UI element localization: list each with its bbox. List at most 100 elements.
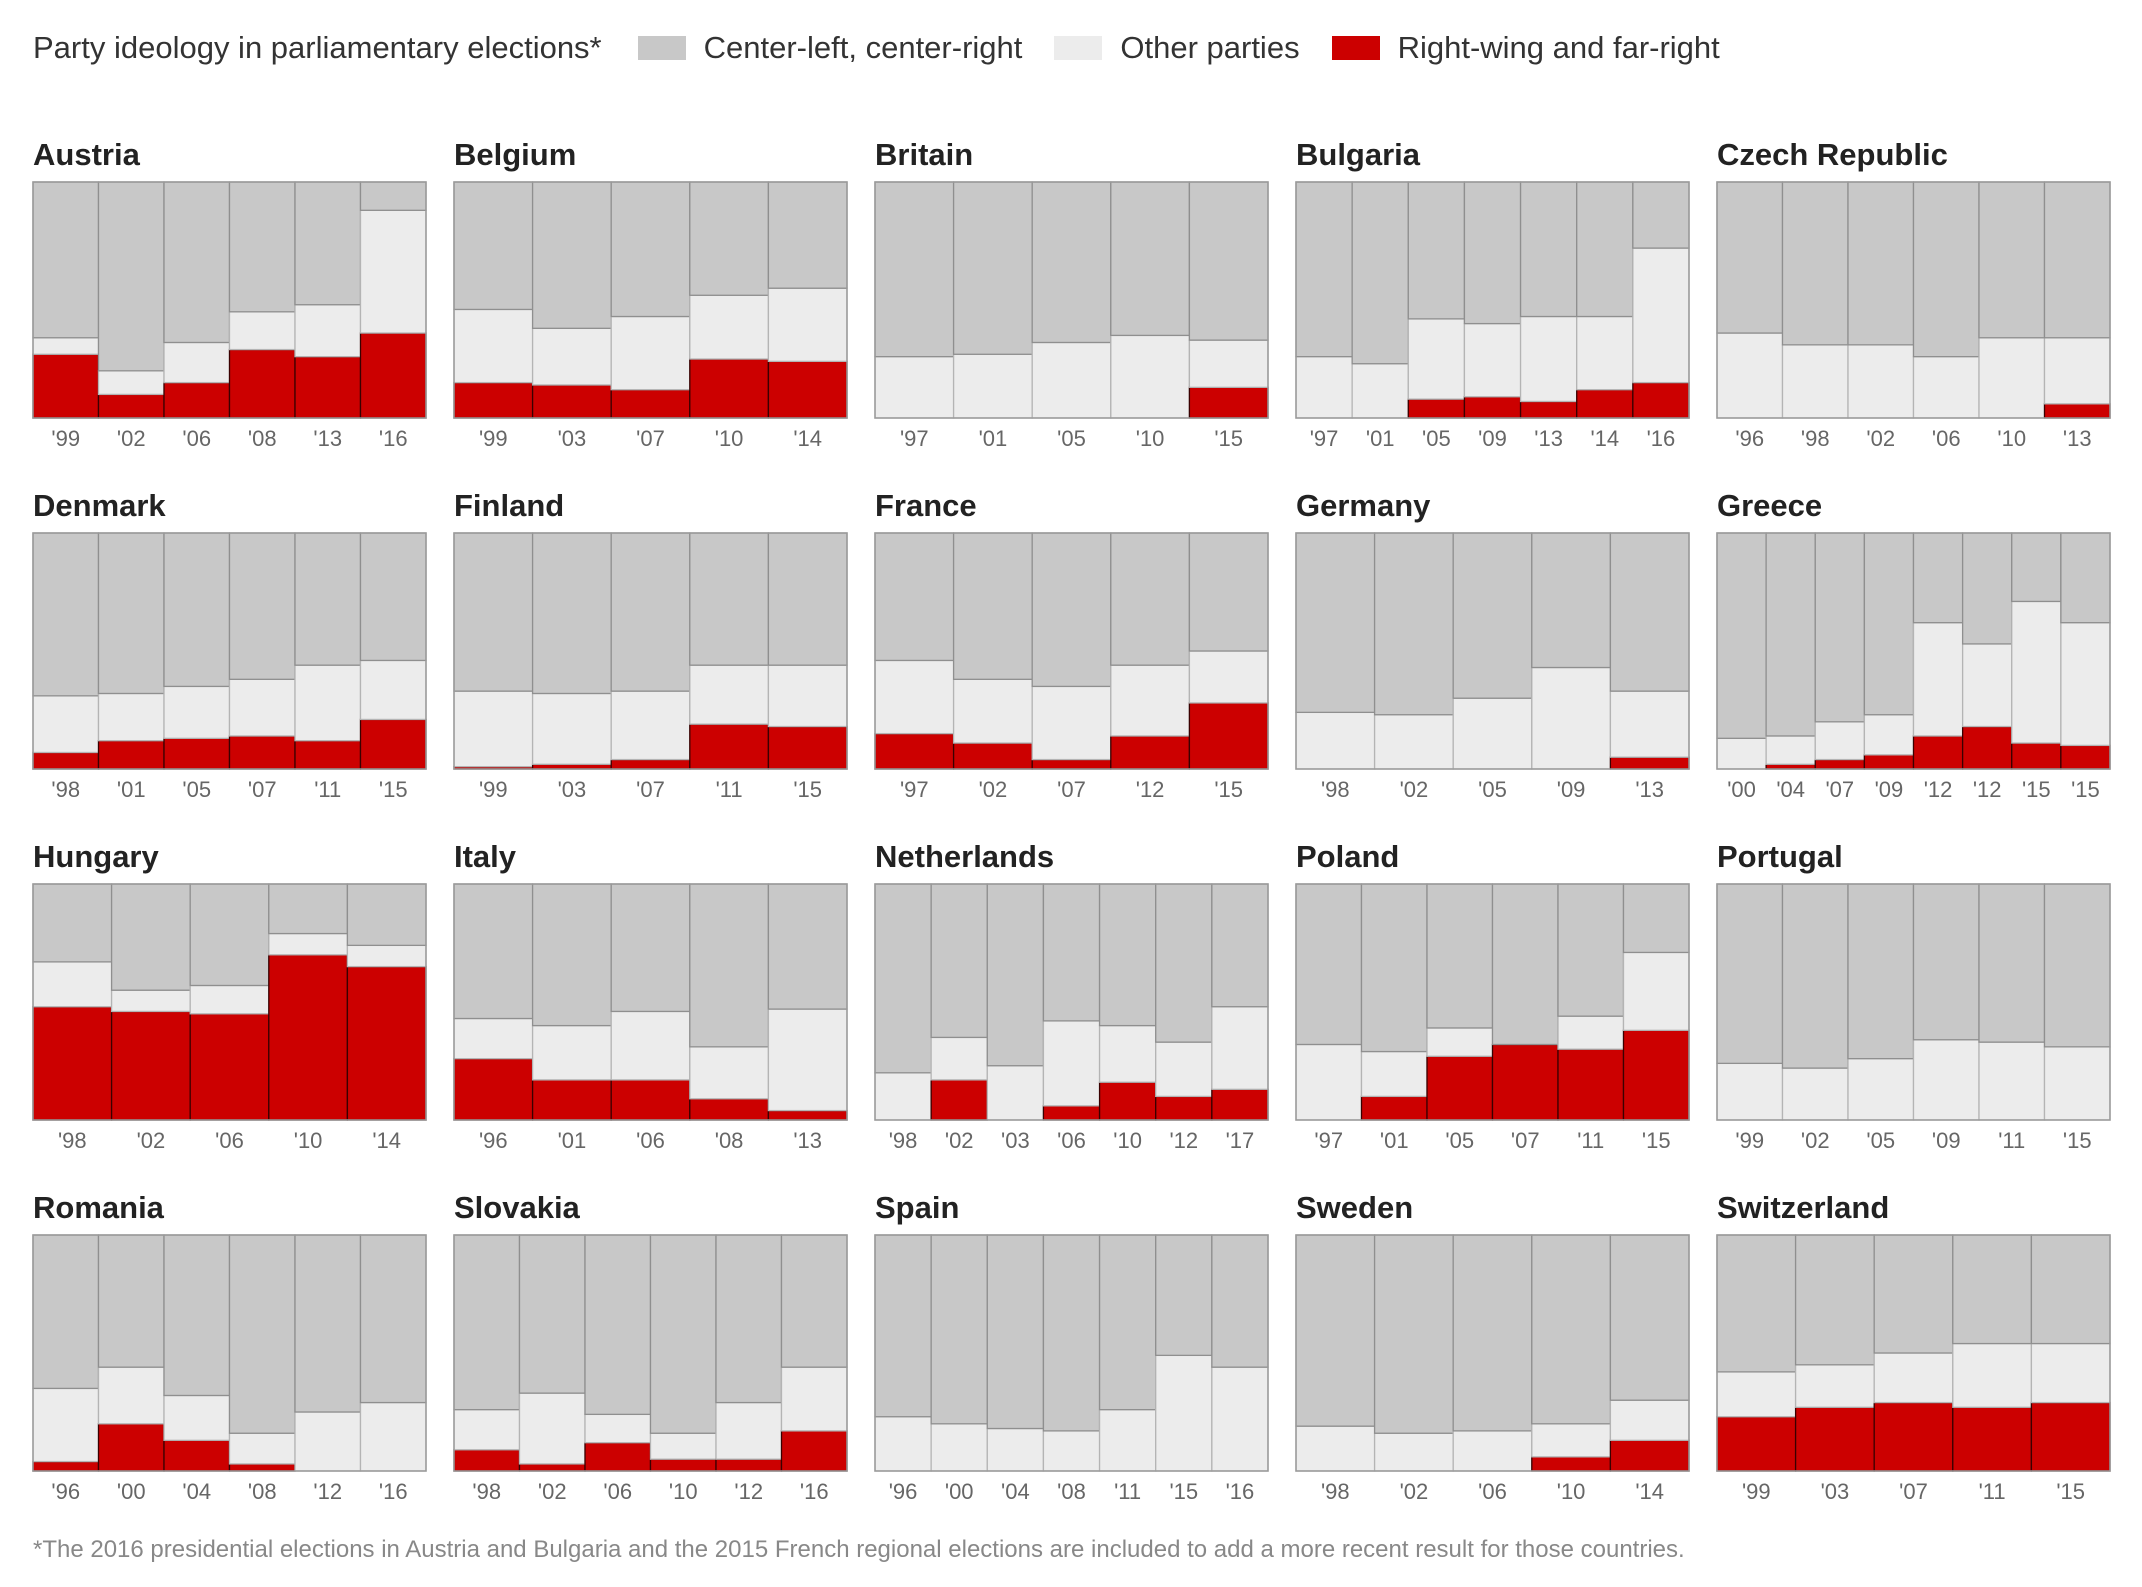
legend-item-other: Other parties (1054, 30, 1300, 66)
chart-frame (1716, 883, 2111, 1121)
country-chart: '97 '01 '05 '07 '11 '15 (1295, 883, 1690, 1153)
bar-segment-other (1452, 697, 1533, 770)
year-tick-label: '15 (2071, 777, 2100, 802)
chart-frame (32, 1234, 427, 1472)
bar-segment-center (986, 883, 1045, 1067)
bar-segment-center (1452, 1234, 1533, 1432)
bar-segment-right (346, 965, 427, 1121)
country-title: Poland (1296, 839, 1400, 874)
bar-segment-right (1110, 735, 1191, 770)
bar-segment-center (32, 883, 113, 963)
country-title: Spain (875, 1190, 960, 1225)
bar-segment-right (2060, 744, 2111, 770)
bar-segment-other (874, 659, 955, 735)
bar-segment-other (1632, 247, 1690, 384)
bar-segment-other (986, 1427, 1045, 1472)
year-tick-label: '11 (1114, 1479, 1141, 1504)
bar-segment-other (1847, 344, 1915, 419)
bar-segment-other (163, 341, 231, 384)
bar-segment-right (1407, 398, 1466, 419)
bar-segment-center (453, 532, 534, 692)
year-tick-label: '96 (479, 1128, 508, 1153)
bar-segment-right (32, 751, 100, 770)
bar-segment-other (228, 678, 296, 737)
bar-segment-other (1452, 1430, 1533, 1472)
bar-segment-other (767, 287, 848, 363)
country-title: Czech Republic (1717, 137, 1948, 172)
year-tick-label: '09 (1557, 777, 1586, 802)
country-panel: Switzerland '99 '03 '07 '11 '15 (1716, 1190, 2111, 1516)
bar-segment-other (689, 294, 770, 360)
bar-segment-other (1557, 1015, 1625, 1050)
bar-segment-other (767, 1008, 848, 1112)
bar-segment-other (584, 1413, 652, 1444)
bar-segment-other (453, 1017, 534, 1060)
year-tick-label: '03 (558, 426, 587, 451)
bar-segment-other (1863, 714, 1915, 756)
bar-segment-right (2043, 403, 2111, 419)
bar-segment-other (1295, 1425, 1376, 1472)
country-chart: '97 '02 '07 '12 '15 (874, 532, 1269, 802)
bar-segment-other (952, 678, 1033, 744)
bar-segment-center (294, 1234, 362, 1413)
country-title: Belgium (454, 137, 577, 172)
bar-segment-center (531, 883, 612, 1027)
chart-frame (32, 181, 427, 419)
bar-segment-other (1110, 664, 1191, 737)
bar-segment-right (1794, 1406, 1875, 1472)
bar-segment-other (689, 664, 770, 725)
bar-segment-other (1609, 1399, 1690, 1441)
bar-segment-other (2011, 600, 2062, 744)
year-tick-label: '02 (117, 426, 146, 451)
bar-segment-right (1211, 1088, 1269, 1121)
bar-segment-right (163, 1439, 231, 1472)
country-title: Bulgaria (1296, 137, 1421, 172)
bar-segment-center (1952, 1234, 2033, 1345)
country-panel: Belgium '99 '03 '07 '10 '14 (453, 137, 848, 463)
bar-segment-right (1188, 386, 1269, 419)
bar-segment-right (518, 1463, 586, 1472)
bar-segment-right (1863, 754, 1915, 770)
bar-segment-center (1609, 532, 1690, 692)
bar-segment-center (359, 1234, 427, 1404)
bar-segment-other (649, 1432, 717, 1460)
bar-segment-center (1373, 532, 1454, 716)
bar-segment-other (32, 337, 100, 355)
year-tick-label: '07 (1825, 777, 1854, 802)
bar-segment-other (1188, 650, 1269, 704)
bar-segment-center (610, 181, 691, 318)
bar-segment-right (453, 381, 534, 419)
bar-segment-other (1098, 1024, 1157, 1083)
bar-segment-other (531, 1024, 612, 1081)
country-panel: Austria '99 '02 '06 '08 '13 '16 (32, 137, 427, 463)
year-tick-label: '16 (1647, 426, 1676, 451)
year-tick-label: '11 (1979, 1479, 2006, 1504)
chart-frame (1295, 1234, 1690, 1472)
year-tick-label: '12 (734, 1479, 763, 1504)
footnote: *The 2016 presidential elections in Aust… (33, 1536, 1685, 1563)
bar-segment-other (1952, 1342, 2033, 1408)
bar-segment-other (610, 1010, 691, 1081)
bar-segment-right (1426, 1055, 1494, 1121)
chart-frame (453, 181, 848, 419)
bar-segment-other (1781, 344, 1849, 419)
bar-segment-center (1609, 1234, 1690, 1401)
year-tick-label: '99 (1742, 1479, 1771, 1504)
bar-segment-other (228, 1432, 296, 1465)
country-chart: '99 '03 '07 '11 '15 (453, 532, 848, 802)
bar-segment-center (32, 532, 100, 697)
year-tick-label: '12 (1169, 1128, 1198, 1153)
bar-segment-other (874, 1072, 932, 1121)
bar-segment-right (767, 725, 848, 770)
bar-segment-center (1531, 532, 1612, 669)
bar-segment-center (1912, 181, 1980, 358)
bar-segment-other (1211, 1006, 1269, 1090)
country-panel: Netherlands '98 '02 '03 '06 '10 '12 '17 (874, 839, 1269, 1165)
bar-segment-right (110, 1010, 191, 1121)
bar-segment-other (1814, 721, 1866, 761)
bar-segment-center (1873, 1234, 1954, 1354)
country-title: Slovakia (454, 1190, 580, 1225)
year-tick-label: '04 (1001, 1479, 1030, 1504)
legend-item-center: Center-left, center-right (637, 30, 1022, 66)
country-chart: '99 '03 '07 '11 '15 (1716, 1234, 2111, 1504)
